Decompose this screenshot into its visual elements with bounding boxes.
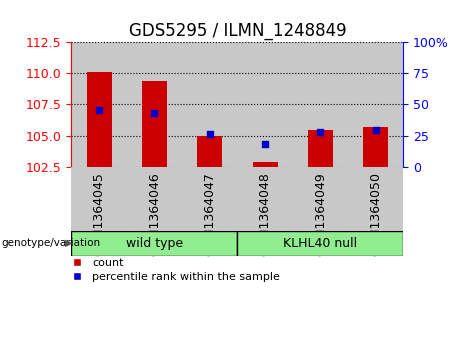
Bar (182, 167, 237, 231)
Bar (348, 167, 403, 231)
Bar (142, 81, 167, 167)
Legend: count, percentile rank within the sample: count, percentile rank within the sample (65, 253, 284, 287)
Bar (293, 42, 348, 167)
Bar (71, 42, 127, 167)
Bar (71, 167, 127, 231)
Text: GSM1364049: GSM1364049 (314, 172, 327, 256)
Bar (308, 130, 333, 167)
Point (317, 129, 324, 135)
Text: wild type: wild type (126, 237, 183, 250)
Point (206, 131, 213, 137)
Title: GDS5295 / ILMN_1248849: GDS5295 / ILMN_1248849 (129, 23, 346, 40)
Bar (293, 167, 348, 231)
Text: genotype/variation: genotype/variation (1, 238, 100, 248)
Bar (127, 167, 182, 231)
Point (261, 142, 269, 147)
Bar (237, 42, 293, 167)
Bar (182, 42, 237, 167)
Text: KLHL40 null: KLHL40 null (284, 237, 357, 250)
Bar (237, 167, 293, 231)
Bar (87, 72, 112, 167)
Bar (253, 162, 278, 167)
Bar (237, 231, 403, 256)
Text: GSM1364050: GSM1364050 (369, 172, 382, 256)
Bar (127, 42, 182, 167)
Text: ▶: ▶ (65, 238, 72, 248)
Point (372, 127, 379, 133)
Text: GSM1364046: GSM1364046 (148, 172, 161, 256)
Text: GSM1364045: GSM1364045 (93, 172, 106, 256)
Bar (348, 42, 403, 167)
Text: GSM1364047: GSM1364047 (203, 172, 216, 256)
Bar (71, 231, 237, 256)
Point (151, 110, 158, 116)
Bar (197, 136, 222, 167)
Point (95, 107, 103, 113)
Text: GSM1364048: GSM1364048 (259, 172, 272, 256)
Bar (363, 127, 388, 167)
